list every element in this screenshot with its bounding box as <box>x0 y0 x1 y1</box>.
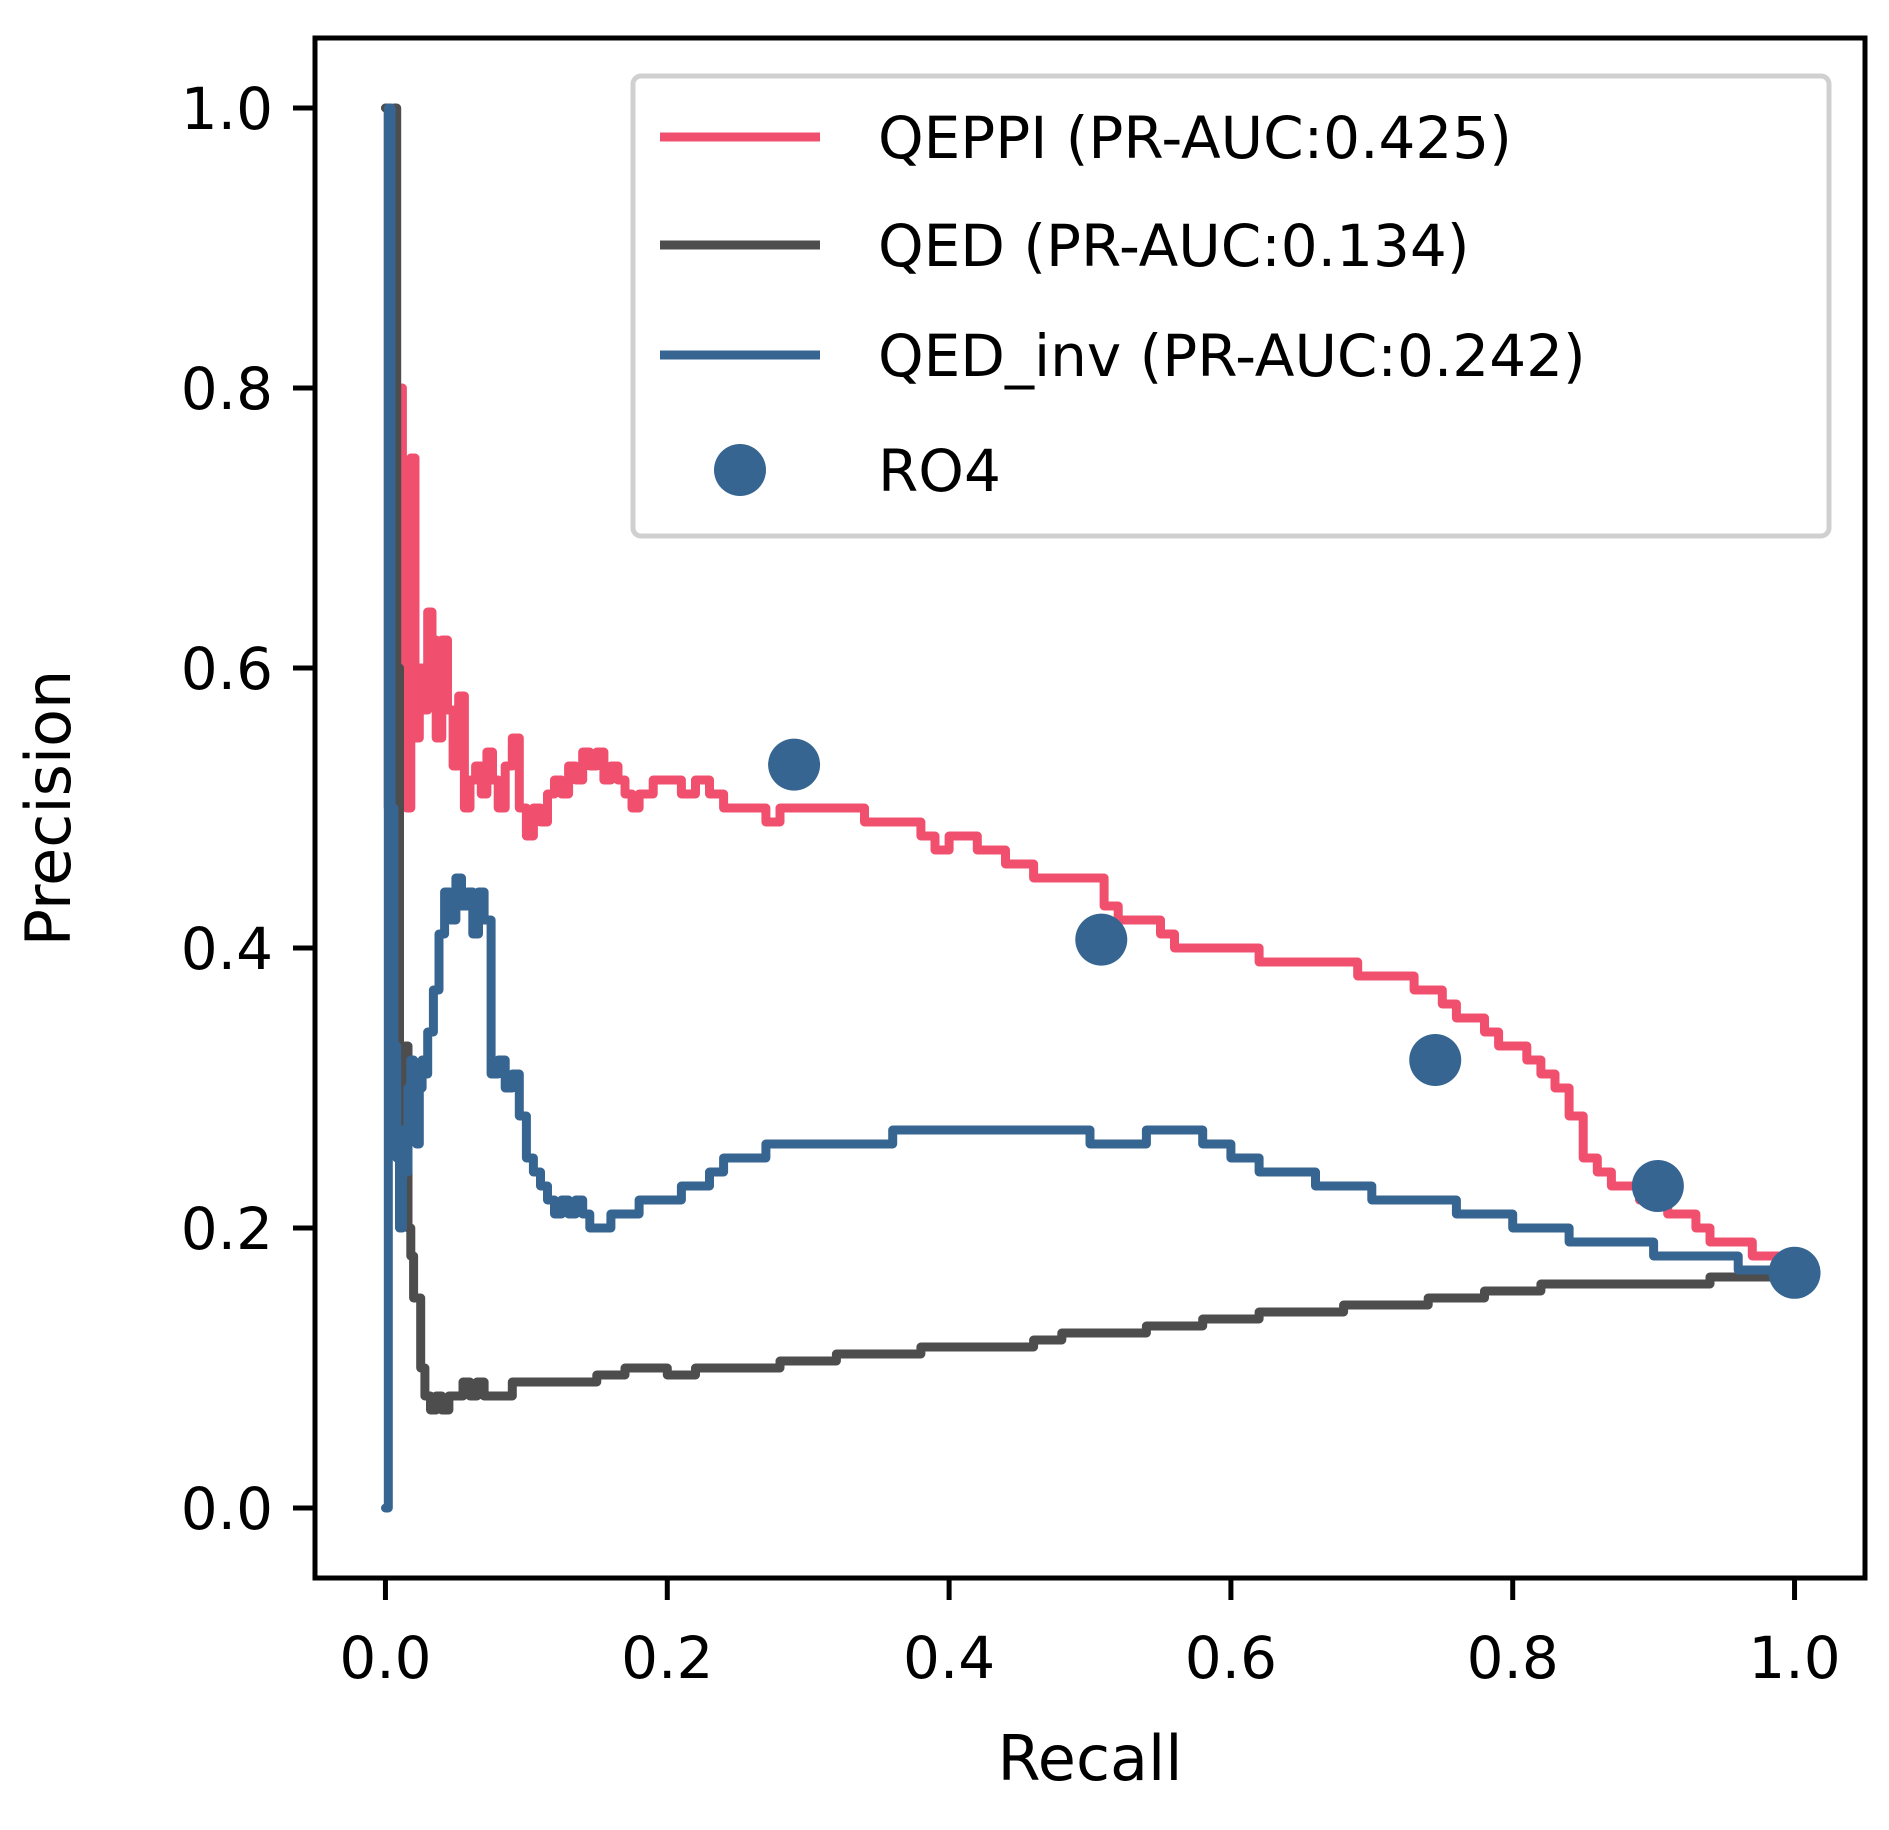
legend: QEPPI (PR-AUC:0.425) QED (PR-AUC:0.134) QE… <box>630 73 1832 539</box>
legend-label: QEPPI (PR-AUC:0.425) <box>878 104 1512 172</box>
x-tick-label: 0.8 <box>1467 1624 1559 1692</box>
x-tick-label: 0.2 <box>621 1624 713 1692</box>
legend-frame <box>630 73 1832 539</box>
legend-label: QED (PR-AUC:0.134) <box>878 212 1469 280</box>
ro4-point <box>1409 1034 1462 1086</box>
x-tick-label: 1.0 <box>1748 1624 1840 1692</box>
x-tick-label: 0.6 <box>1185 1624 1277 1692</box>
legend-swatch-marker <box>714 444 766 496</box>
y-tick-label: 1.0 <box>181 75 273 143</box>
plot-frame <box>312 35 1868 1581</box>
x-axis-label: Recall <box>998 1722 1183 1795</box>
ro4-point <box>1631 1160 1684 1212</box>
y-tick-label: 0.8 <box>181 355 273 423</box>
ro4-point <box>1768 1246 1821 1299</box>
legend-label: RO4 <box>878 437 1001 505</box>
y-tick-label: 0.0 <box>181 1475 273 1543</box>
series-line-2 <box>381 103 1799 1513</box>
series-layer <box>381 103 1799 1513</box>
x-axis: 0.0 0.2 0.4 0.6 0.8 1.0 <box>339 1578 1841 1692</box>
y-axis-label: Precision <box>12 670 85 947</box>
y-tick-label: 0.2 <box>181 1195 273 1263</box>
ro4-point <box>768 738 821 791</box>
series-line-1 <box>381 103 1799 1415</box>
y-tick-label: 0.4 <box>181 915 273 983</box>
x-tick-label: 0.0 <box>339 1624 431 1692</box>
y-axis: 0.0 0.2 0.4 0.6 0.8 1.0 <box>181 75 315 1543</box>
ro4-point <box>1075 913 1128 966</box>
x-tick-label: 0.4 <box>903 1624 995 1692</box>
y-tick-label: 0.6 <box>181 635 273 703</box>
series-line-0 <box>381 103 1799 1275</box>
scatter-layer <box>768 738 1821 1299</box>
legend-label: QED_inv (PR-AUC:0.242) <box>878 322 1586 390</box>
